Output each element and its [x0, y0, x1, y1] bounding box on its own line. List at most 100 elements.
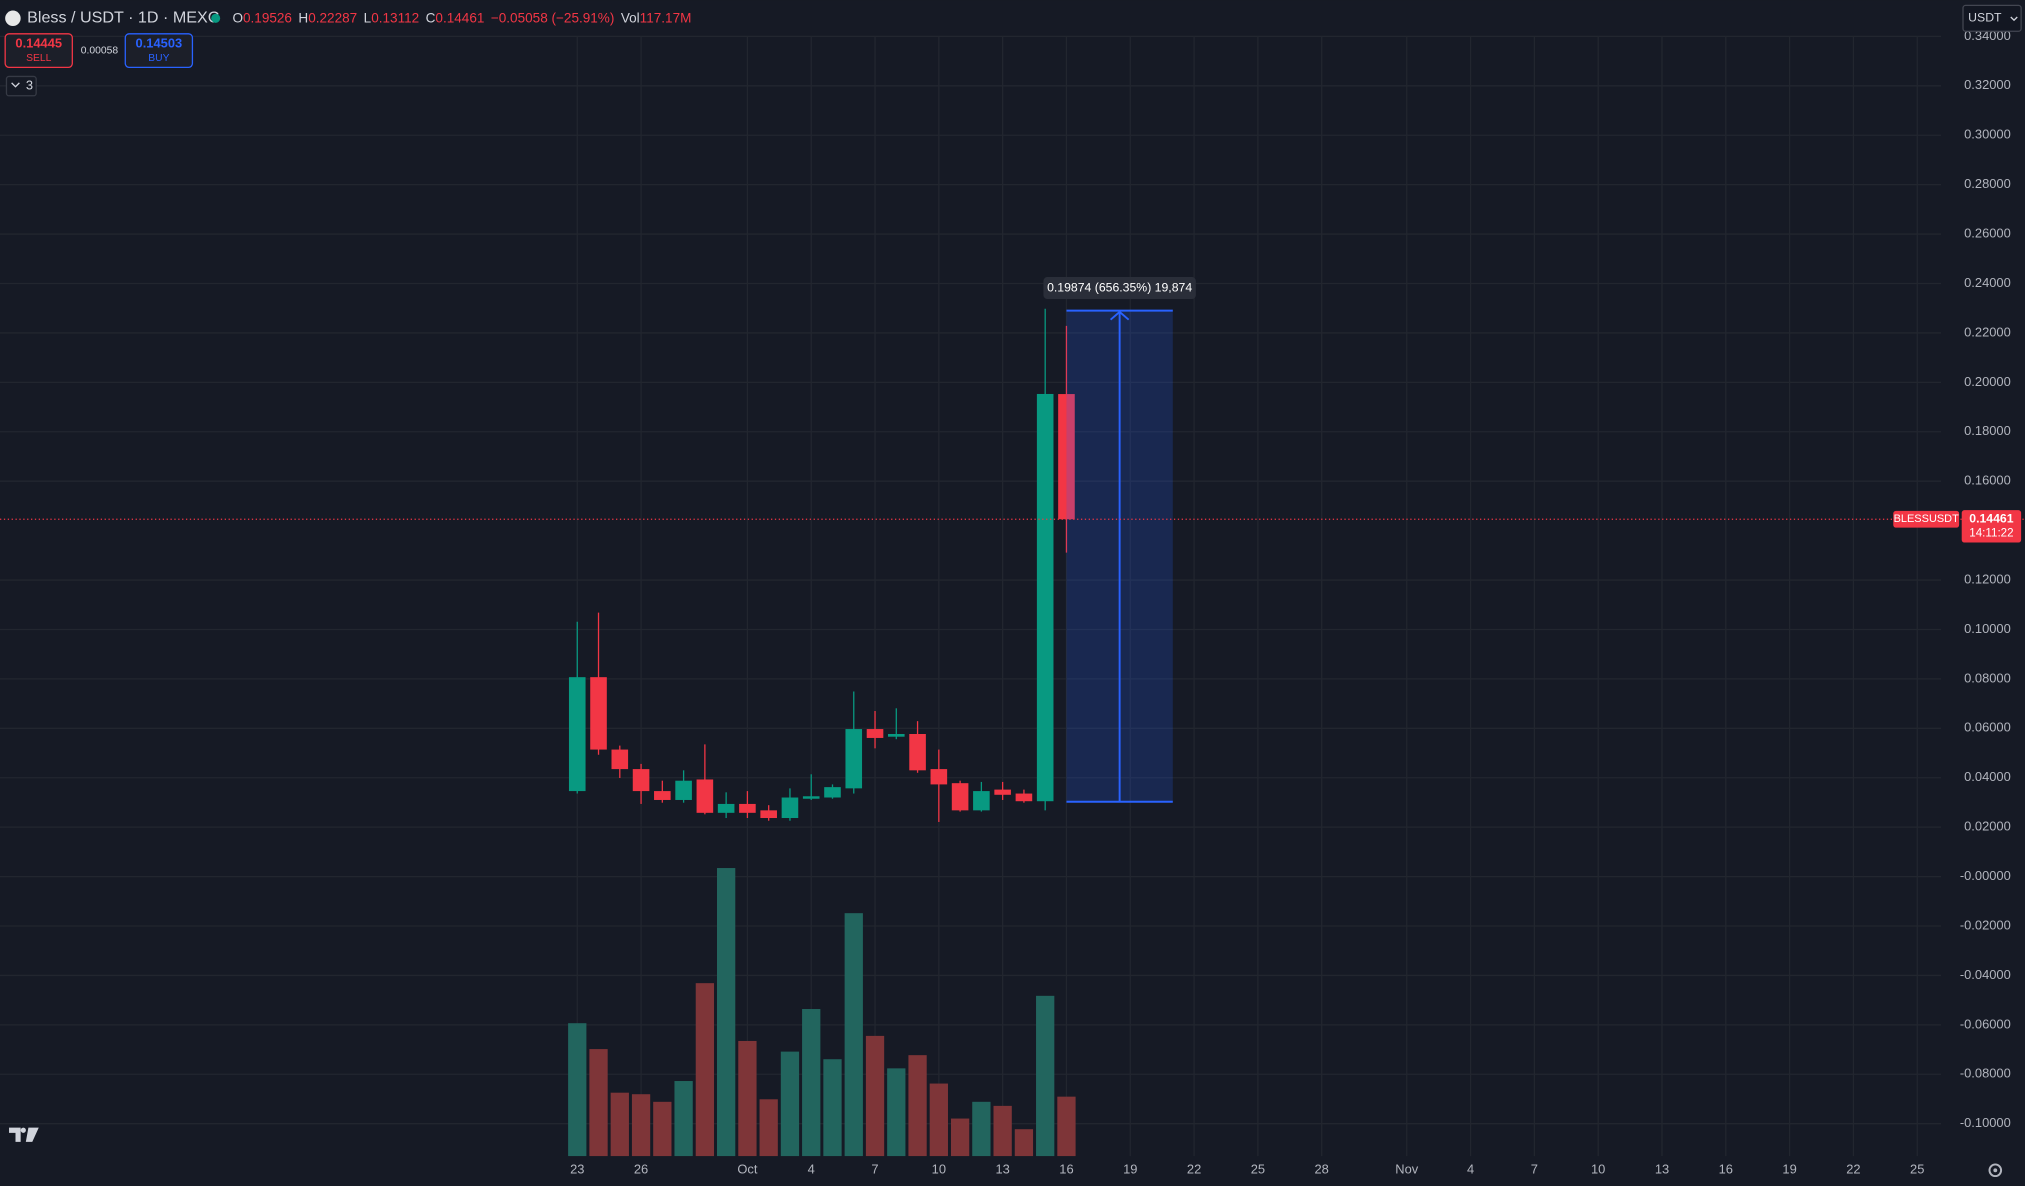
buy-price: 0.14503 — [136, 36, 183, 51]
high-label: H — [298, 10, 308, 25]
x-tick-label: 10 — [932, 1162, 946, 1177]
volume-bar — [738, 1040, 757, 1157]
y-tick-label: 0.16000 — [1964, 473, 2011, 488]
candle-body — [888, 733, 905, 737]
settings-icon-center — [1993, 1168, 1998, 1173]
open-value: 0.19526 — [243, 10, 292, 25]
candle-body — [568, 677, 586, 792]
volume-bar — [653, 1101, 672, 1157]
volume-bar — [865, 1035, 885, 1157]
volume-bar — [950, 1118, 970, 1157]
symbol-label-box — [1893, 510, 1960, 528]
y-tick-label: 0.26000 — [1964, 225, 2011, 240]
spread: 0.00058 — [81, 45, 119, 56]
y-tick-label: -0.10000 — [1960, 1115, 2011, 1130]
x-tick-label: 4 — [1467, 1162, 1474, 1177]
x-tick-label: 7 — [871, 1162, 878, 1177]
volume-bar — [802, 1009, 821, 1157]
sell-button[interactable] — [4, 33, 73, 69]
x-tick-label: 19 — [1123, 1162, 1137, 1177]
low-value: 0.13112 — [371, 10, 419, 25]
volume-bar — [1036, 995, 1055, 1157]
volume-bar — [759, 1099, 778, 1157]
candle-body — [951, 783, 969, 811]
candle-body — [632, 769, 650, 792]
chevron — [2010, 16, 2018, 22]
candle-body — [760, 810, 777, 819]
volume-bar — [674, 1081, 693, 1157]
symbol-label: BLESSUSDT — [1894, 513, 1960, 525]
buy-button[interactable] — [124, 33, 194, 69]
volume — [568, 868, 1076, 1157]
currency-dropdown[interactable] — [1962, 4, 2022, 32]
y-tick-label: -0.00000 — [1960, 868, 2011, 883]
x-tick-label: 16 — [1059, 1162, 1073, 1177]
volume-bar — [993, 1105, 1012, 1157]
x-tick-label: 10 — [1591, 1162, 1605, 1177]
countdown-label: 14:11:22 — [1969, 526, 2013, 539]
high-value: 0.22287 — [308, 10, 357, 25]
open-label: O — [232, 10, 243, 25]
y-tick-label: -0.08000 — [1960, 1066, 2011, 1081]
y-tick-label: 0.08000 — [1964, 670, 2011, 685]
candle-body — [973, 791, 990, 811]
symbol[interactable]: Bless / USDT · 1D · MEXC — [27, 9, 220, 27]
volume-bar — [844, 913, 863, 1157]
overlays: 0.19874 (656.35%) 19,874 BLESSUSDT 0.14461… — [0, 277, 2025, 803]
status-dot — [211, 13, 221, 23]
y-tick-label: 0.32000 — [1964, 77, 2011, 92]
x-tick-label: 26 — [634, 1162, 648, 1177]
indicators-count: 3 — [26, 78, 33, 93]
x-tick-label: 23 — [570, 1162, 584, 1177]
candle-body — [675, 780, 692, 800]
close-value: 0.14461 — [435, 10, 484, 25]
logo[interactable] — [9, 1127, 39, 1142]
x-tick-label: 7 — [1531, 1162, 1538, 1177]
candle-body — [845, 729, 863, 789]
y-tick-label: 0.18000 — [1964, 423, 2011, 438]
y-tick-label: 0.02000 — [1964, 819, 2011, 834]
x-tick-label: 28 — [1315, 1162, 1329, 1177]
x-tick-label: 25 — [1251, 1162, 1265, 1177]
y-tick-label: -0.02000 — [1960, 917, 2011, 932]
x-tick-label: 25 — [1910, 1162, 1924, 1177]
y-tick-label: 0.28000 — [1964, 176, 2011, 191]
volume-bar — [972, 1101, 991, 1157]
x-tick-label: Nov — [1395, 1162, 1418, 1177]
candle-body — [590, 677, 607, 750]
y-tick-label: 0.12000 — [1964, 571, 2011, 586]
volume-bar — [610, 1092, 629, 1157]
y-tick-label: 0.24000 — [1964, 275, 2011, 290]
y-tick-label: 0.10000 — [1964, 621, 2011, 636]
chevron — [11, 82, 20, 88]
x-tick-label: 22 — [1846, 1162, 1860, 1177]
y-tick-label: 0.30000 — [1964, 127, 2011, 142]
candle-body — [866, 729, 884, 738]
volume-bar — [887, 1068, 906, 1157]
candle-body — [802, 796, 820, 799]
volume-bar — [1057, 1096, 1076, 1157]
y-tick-label: 0.20000 — [1964, 374, 2011, 389]
measure-arrowhead — [1109, 310, 1130, 321]
measure-label: 0.19874 (656.35%) 19,874 — [1047, 280, 1192, 294]
volume-bar — [780, 1051, 800, 1157]
candle-body — [1015, 793, 1033, 802]
candle-body — [717, 803, 735, 813]
candle-body — [1058, 394, 1075, 520]
y-tick-label: -0.04000 — [1960, 967, 2011, 982]
price-label-box — [1961, 510, 2022, 543]
candle-body — [1036, 393, 1054, 802]
settings-icon[interactable] — [1988, 1163, 2003, 1178]
indicators-toggle[interactable] — [5, 75, 37, 97]
measure-label-box — [1043, 277, 1196, 300]
candle-body — [739, 803, 756, 813]
sell-price: 0.14445 — [15, 36, 62, 51]
x-tick-label: 4 — [808, 1162, 815, 1177]
ohlc-legend: O0.19526 H0.22287 L0.13112 C0.14461 −0.05058… — [232, 10, 691, 25]
low-label: L — [364, 10, 372, 25]
x-tick-label: 22 — [1187, 1162, 1201, 1177]
volume-bar — [631, 1094, 651, 1157]
